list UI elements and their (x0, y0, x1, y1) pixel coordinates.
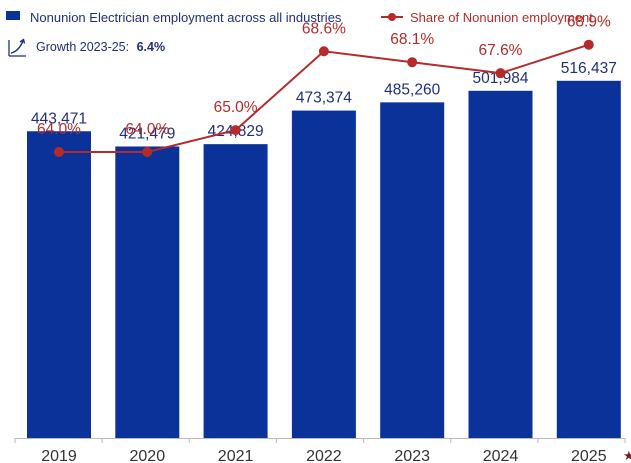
bar-2023 (380, 102, 445, 439)
share-label-2020: 64.0% (125, 121, 169, 138)
bar-2021 (203, 144, 268, 438)
growth-label: Growth 2023-25: 6.4% (36, 40, 165, 54)
share-point-2023 (407, 57, 418, 68)
x-axis: 2019 2020 2021 2022 2023 2024 2025 ★ (14, 438, 631, 463)
line-series: 64.0% 64.0% 65.0% 68.6% 68.1% 67.6% 68.9% (37, 14, 611, 157)
x-tick-label-2022: 2022 (306, 448, 342, 463)
share-point-2025 (583, 39, 594, 50)
bar-2020 (115, 146, 180, 438)
share-point-2019 (54, 147, 64, 157)
bar-label-2025: 516,437 (561, 60, 617, 77)
growth-value: 6.4% (137, 40, 166, 54)
share-point-2024 (495, 68, 506, 79)
share-label-2023: 68.1% (390, 31, 434, 48)
x-tick-label-2025: 2025 (571, 448, 607, 463)
x-tick-label-2023: 2023 (394, 448, 430, 463)
x-tick-label-2024: 2024 (483, 448, 519, 463)
star-icon: ★ (623, 449, 631, 463)
share-label-2022: 68.6% (302, 20, 346, 37)
bar-2025 (556, 80, 621, 439)
growth-label-text: Growth 2023-25: (36, 40, 129, 54)
legend-line-marker (388, 13, 396, 21)
share-label-2024: 67.6% (479, 42, 523, 59)
share-label-2019: 64.0% (37, 121, 81, 138)
bar-2019 (27, 131, 91, 439)
legend-bar-swatch (6, 11, 20, 20)
bar-label-2024: 501,984 (472, 70, 528, 87)
legend-bar-label: Nonunion Electrician employment across a… (30, 10, 342, 25)
bar-2024 (468, 90, 533, 438)
growth-annotation: Growth 2023-25: 6.4% (8, 38, 165, 57)
bar-label-2020: 421,479 (119, 125, 175, 142)
growth-icon (8, 38, 26, 57)
share-label-2021: 65.0% (214, 99, 258, 116)
x-tick-label-2021: 2021 (218, 448, 254, 463)
bar-label-2019: 443,471 (31, 110, 87, 127)
share-point-2020 (142, 147, 153, 157)
share-point-2021 (230, 125, 241, 136)
legend: Nonunion Electrician employment across a… (6, 10, 593, 25)
x-tick-label-2019: 2019 (41, 448, 77, 463)
bar-label-2022: 473,374 (296, 90, 352, 107)
legend-line-label: Share of Nonunion employment (410, 10, 593, 25)
bar-2022 (291, 110, 356, 439)
share-point-2022 (318, 46, 329, 57)
bar-label-2023: 485,260 (384, 81, 440, 98)
x-tick-label-2020: 2020 (130, 448, 166, 463)
bar-series: 443,471421,479424,829473,374485,260501,9… (27, 60, 621, 439)
share-label-2025: 68.9% (567, 14, 611, 31)
